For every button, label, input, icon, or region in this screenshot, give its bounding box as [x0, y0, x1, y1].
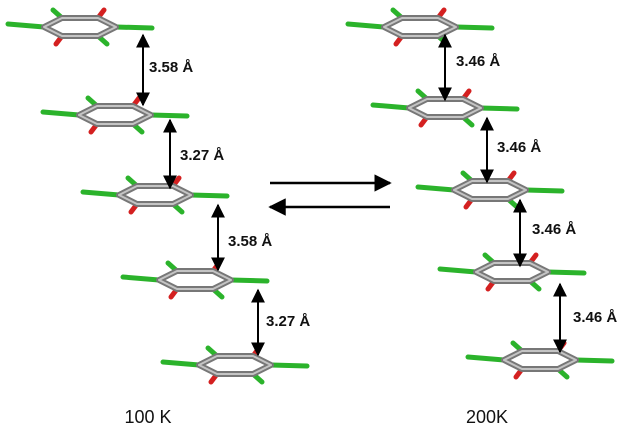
molecule [468, 343, 612, 377]
caption: 100 K [124, 407, 171, 427]
molecule [83, 178, 227, 212]
molecule [348, 10, 492, 44]
distance-label: 3.27 Å [266, 313, 310, 330]
caption: 200K [466, 407, 508, 427]
molecule [418, 173, 562, 207]
molecule [8, 10, 152, 44]
distance-label: 3.46 Å [456, 53, 500, 70]
distance-label: 3.46 Å [497, 139, 541, 156]
molecule [163, 348, 307, 382]
molecule [43, 98, 187, 132]
distance-label: 3.46 Å [532, 221, 576, 238]
molecule [123, 263, 267, 297]
distance-label: 3.27 Å [180, 147, 224, 164]
figure: 100 K 200K 3.58 Å 3.27 Å 3.58 Å 3.27 Å 3.46 … [0, 0, 632, 435]
distance-label: 3.58 Å [228, 233, 272, 250]
molecule [440, 255, 584, 289]
distance-label: 3.46 Å [573, 309, 617, 326]
distance-label: 3.58 Å [149, 59, 193, 76]
